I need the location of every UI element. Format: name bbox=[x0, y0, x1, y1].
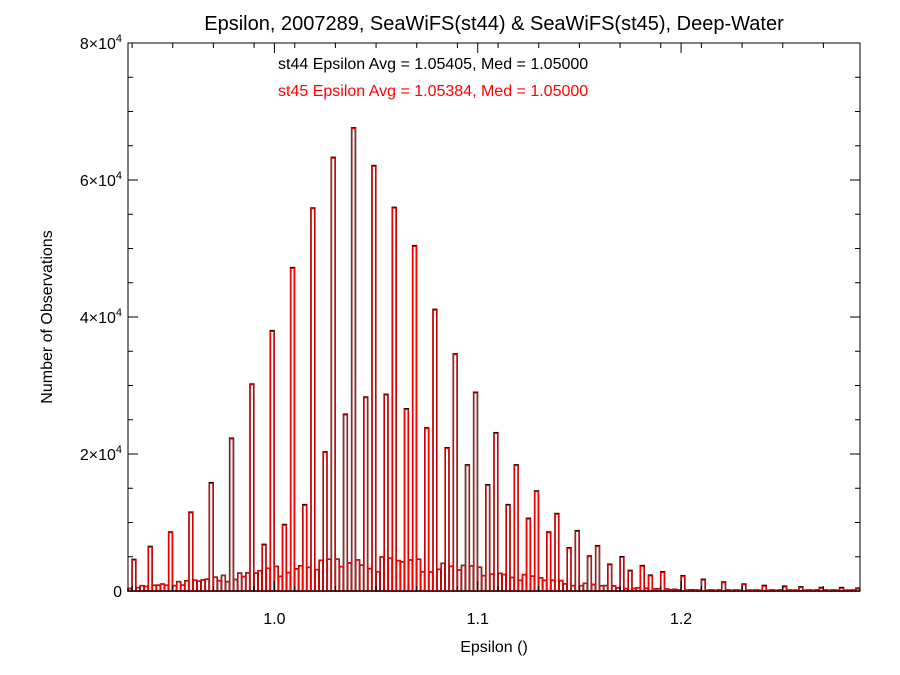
x-tick-label: 1.2 bbox=[670, 611, 692, 628]
annotation-st44: st44 Epsilon Avg = 1.05405, Med = 1.0500… bbox=[278, 56, 588, 73]
y-tick-label: 8×104 bbox=[80, 33, 122, 53]
x-tick-label: 1.0 bbox=[263, 611, 285, 628]
y-tick-label: 0 bbox=[113, 584, 122, 601]
x-axis-label: Epsilon () bbox=[460, 639, 528, 656]
y-tick-label: 4×104 bbox=[80, 307, 122, 327]
y-axis-label: Number of Observations bbox=[39, 230, 56, 403]
annotation-st45: st45 Epsilon Avg = 1.05384, Med = 1.0500… bbox=[278, 83, 588, 100]
y-axis-ticks: 0 2×104 4×104 6×104 8×104 bbox=[80, 33, 860, 601]
x-axis-ticks: 1.0 1.1 1.2 bbox=[131, 43, 824, 628]
x-tick-label: 1.1 bbox=[467, 611, 489, 628]
y-tick-label: 2×104 bbox=[80, 444, 122, 464]
chart-title: Epsilon, 2007289, SeaWiFS(st44) & SeaWiF… bbox=[204, 13, 784, 35]
y-tick-label: 6×104 bbox=[80, 170, 122, 190]
